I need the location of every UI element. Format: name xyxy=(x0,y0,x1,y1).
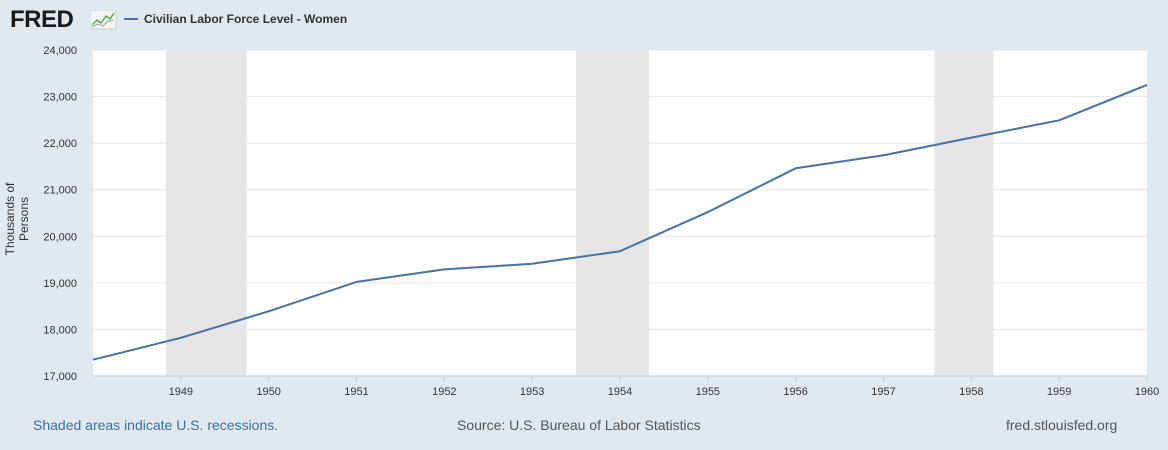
x-tick-label: 1953 xyxy=(520,386,544,398)
y-tick-label: 19,000 xyxy=(43,278,77,290)
x-tick-label: 1957 xyxy=(871,386,895,398)
recession-band xyxy=(165,50,247,376)
logo-text: FRED xyxy=(10,6,74,33)
data-point[interactable] xyxy=(1141,79,1153,91)
data-point[interactable] xyxy=(878,149,890,161)
data-point[interactable] xyxy=(1053,114,1065,126)
data-point[interactable] xyxy=(175,332,187,344)
y-tick-label: 22,000 xyxy=(43,138,77,150)
y-tick-label: 20,000 xyxy=(43,231,77,243)
data-point[interactable] xyxy=(263,305,275,317)
legend-swatch xyxy=(124,18,138,20)
logo-graph-icon xyxy=(90,10,117,30)
y-tick-label: 23,000 xyxy=(43,92,77,104)
recession-band xyxy=(576,50,649,376)
y-tick-label: 18,000 xyxy=(43,324,77,336)
x-tick-label: 1959 xyxy=(1047,386,1071,398)
recession-note[interactable]: Shaded areas indicate U.S. recessions. xyxy=(33,417,279,433)
data-point[interactable] xyxy=(438,263,450,275)
data-point[interactable] xyxy=(526,258,538,270)
source-text: Source: U.S. Bureau of Labor Statistics xyxy=(457,417,701,433)
x-tick-label: 1952 xyxy=(432,386,456,398)
fred-logo[interactable]: FRED xyxy=(10,6,118,34)
data-point[interactable] xyxy=(965,132,977,144)
x-tick-label: 1960 xyxy=(1135,386,1159,398)
x-tick-label: 1951 xyxy=(344,386,368,398)
y-tick-label: 17,000 xyxy=(43,371,77,383)
data-point[interactable] xyxy=(702,206,714,218)
x-tick-label: 1954 xyxy=(608,386,632,398)
recession-band xyxy=(934,50,994,376)
site-link[interactable]: fred.stlouisfed.org xyxy=(1006,417,1118,433)
data-point[interactable] xyxy=(351,276,363,288)
x-tick-label: 1956 xyxy=(783,386,807,398)
y-tick-label: 24,000 xyxy=(43,45,77,57)
series-line[interactable] xyxy=(92,83,1148,361)
x-tick-label: 1950 xyxy=(256,386,280,398)
legend-series-label: Civilian Labor Force Level - Women xyxy=(144,12,348,26)
data-point[interactable] xyxy=(790,162,802,174)
y-tick-label: 21,000 xyxy=(43,185,77,197)
x-tick-label: 1955 xyxy=(696,386,720,398)
data-point[interactable] xyxy=(87,354,99,366)
chart-legend[interactable]: Civilian Labor Force Level - Women xyxy=(124,12,347,26)
data-point[interactable] xyxy=(614,245,626,257)
x-tick-label: 1949 xyxy=(169,386,193,398)
x-tick-label: 1958 xyxy=(959,386,983,398)
